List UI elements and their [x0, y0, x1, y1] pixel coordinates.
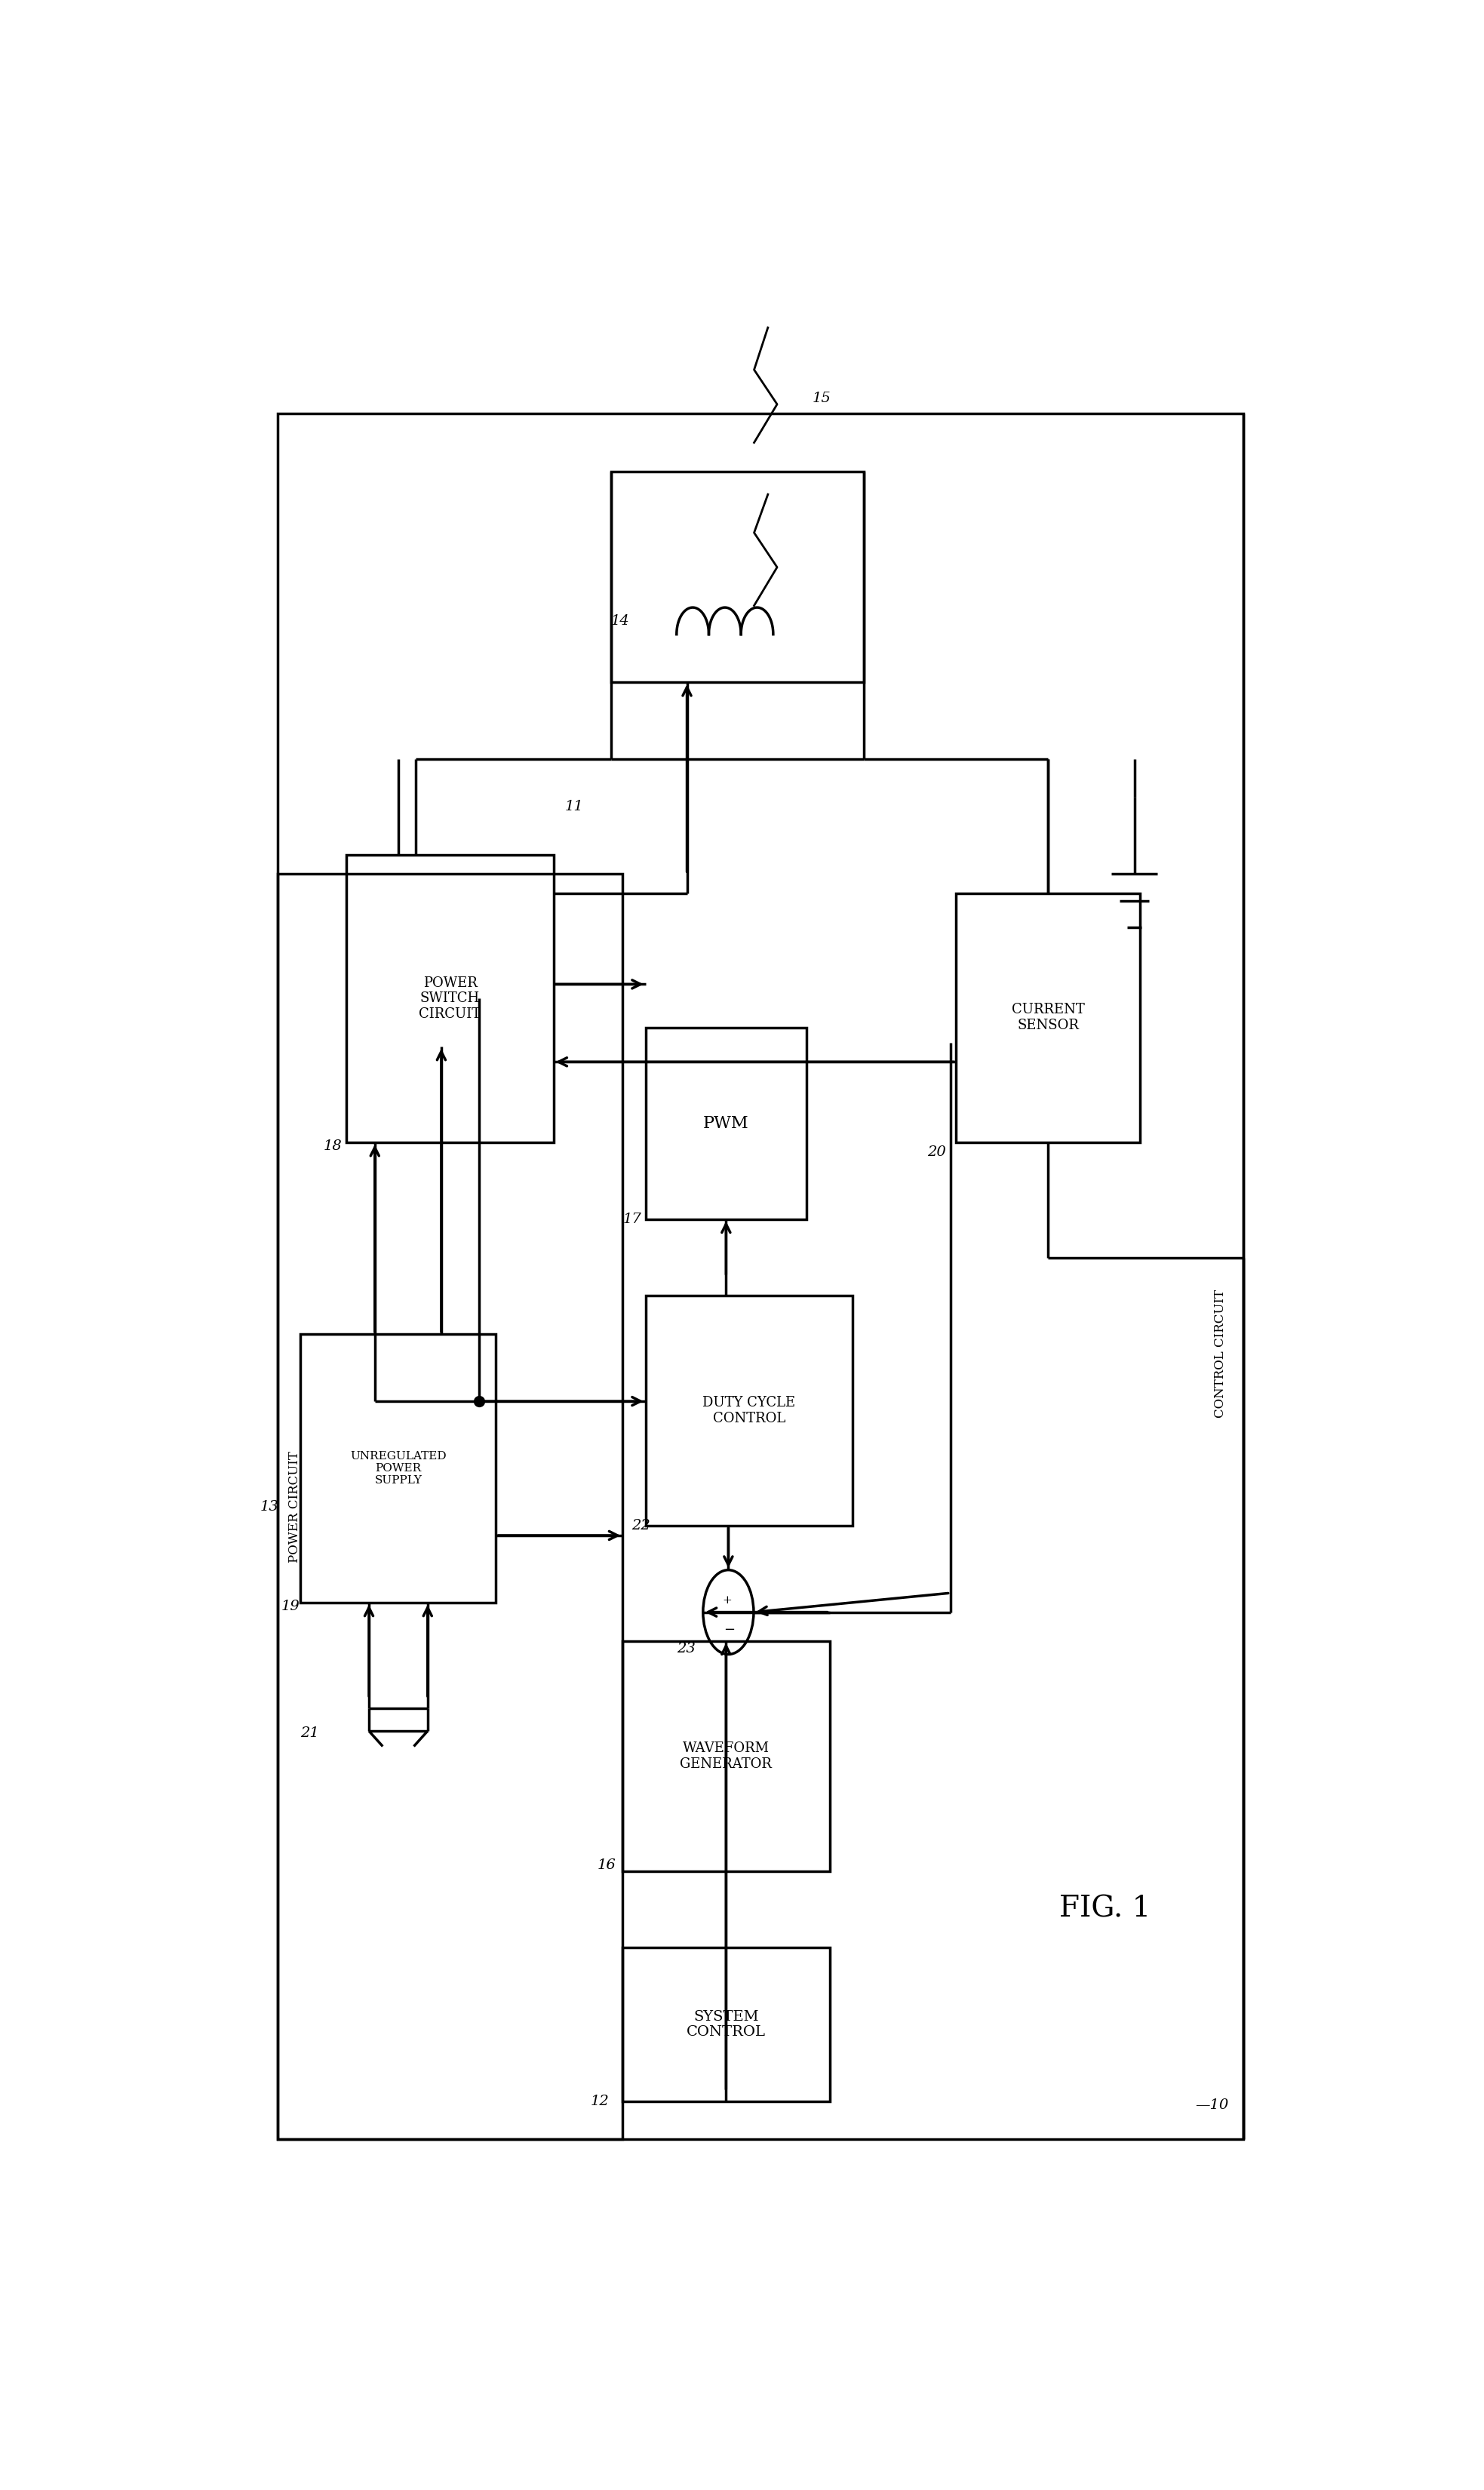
Text: DUTY CYCLE
CONTROL: DUTY CYCLE CONTROL	[702, 1397, 795, 1424]
Bar	[611, 471, 864, 682]
Text: 18: 18	[324, 1140, 343, 1153]
Text: CONTROL CIRCUIT: CONTROL CIRCUIT	[1214, 1290, 1227, 1417]
Bar	[956, 894, 1140, 1143]
Text: 19: 19	[280, 1599, 300, 1614]
Bar	[346, 854, 554, 1143]
Text: 12: 12	[591, 2094, 608, 2109]
Text: UNREGULATED
POWER
SUPPLY: UNREGULATED POWER SUPPLY	[350, 1452, 447, 1487]
Text: PWM: PWM	[703, 1116, 749, 1130]
Text: CURRENT
SENSOR: CURRENT SENSOR	[1012, 1003, 1085, 1033]
Text: POWER
SWITCH
CIRCUIT: POWER SWITCH CIRCUIT	[418, 976, 481, 1021]
Text: SYSTEM
CONTROL: SYSTEM CONTROL	[687, 2009, 766, 2039]
Text: —10: —10	[1195, 2099, 1229, 2112]
Text: +: +	[723, 1596, 732, 1606]
Bar	[646, 1028, 807, 1220]
Bar	[622, 1947, 830, 2102]
Text: 13: 13	[260, 1499, 279, 1514]
Text: 23: 23	[677, 1641, 696, 1656]
Bar	[622, 1641, 830, 1870]
Text: 17: 17	[622, 1213, 641, 1225]
Text: 22: 22	[632, 1519, 650, 1534]
Text: 11: 11	[565, 799, 583, 814]
Text: POWER CIRCUIT: POWER CIRCUIT	[288, 1452, 301, 1564]
Text: WAVEFORM
GENERATOR: WAVEFORM GENERATOR	[680, 1741, 772, 1770]
Text: 14: 14	[611, 615, 629, 627]
Text: FIG. 1: FIG. 1	[1060, 1895, 1152, 1922]
Text: 20: 20	[928, 1145, 945, 1158]
Text: −: −	[724, 1623, 735, 1636]
Text: 16: 16	[597, 1858, 616, 1872]
Bar	[278, 874, 622, 2139]
Bar	[278, 413, 1244, 2139]
Bar	[300, 1335, 496, 1604]
Text: 21: 21	[300, 1726, 319, 1741]
Bar	[646, 1295, 852, 1526]
Text: 15: 15	[812, 391, 831, 406]
